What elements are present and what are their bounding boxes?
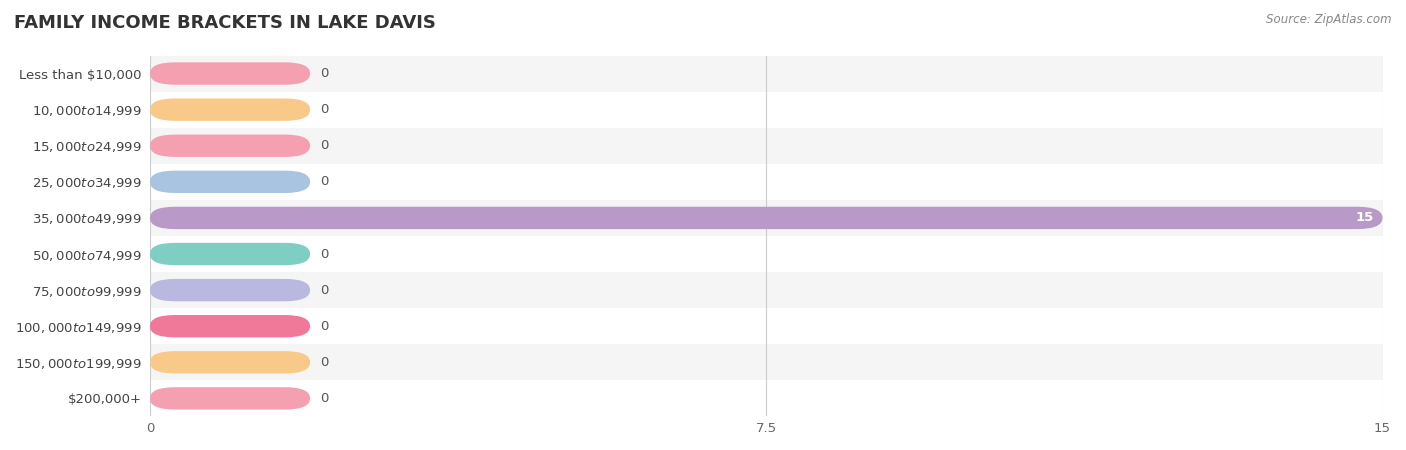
FancyBboxPatch shape xyxy=(150,99,311,121)
Text: FAMILY INCOME BRACKETS IN LAKE DAVIS: FAMILY INCOME BRACKETS IN LAKE DAVIS xyxy=(14,14,436,32)
FancyBboxPatch shape xyxy=(150,243,311,265)
Bar xyxy=(150,236,1382,272)
Text: 0: 0 xyxy=(321,248,329,261)
Bar xyxy=(150,272,1382,308)
Text: 0: 0 xyxy=(321,320,329,333)
Bar xyxy=(150,380,1382,416)
FancyBboxPatch shape xyxy=(150,315,311,338)
FancyBboxPatch shape xyxy=(150,279,311,302)
Bar xyxy=(150,164,1382,200)
Bar xyxy=(150,308,1382,344)
Bar xyxy=(150,344,1382,380)
Text: 15: 15 xyxy=(1355,212,1374,225)
Text: 0: 0 xyxy=(321,392,329,405)
Text: 0: 0 xyxy=(321,67,329,80)
Text: 0: 0 xyxy=(321,176,329,189)
Bar xyxy=(150,128,1382,164)
FancyBboxPatch shape xyxy=(150,207,1382,229)
Text: 0: 0 xyxy=(321,284,329,297)
Bar xyxy=(150,55,1382,92)
Bar xyxy=(150,200,1382,236)
Text: 0: 0 xyxy=(321,103,329,116)
Text: 0: 0 xyxy=(321,356,329,369)
Text: 0: 0 xyxy=(321,139,329,152)
FancyBboxPatch shape xyxy=(150,171,311,193)
FancyBboxPatch shape xyxy=(150,135,311,157)
FancyBboxPatch shape xyxy=(150,351,311,374)
Bar xyxy=(150,92,1382,128)
FancyBboxPatch shape xyxy=(150,63,311,85)
Text: Source: ZipAtlas.com: Source: ZipAtlas.com xyxy=(1267,14,1392,27)
FancyBboxPatch shape xyxy=(150,387,311,410)
